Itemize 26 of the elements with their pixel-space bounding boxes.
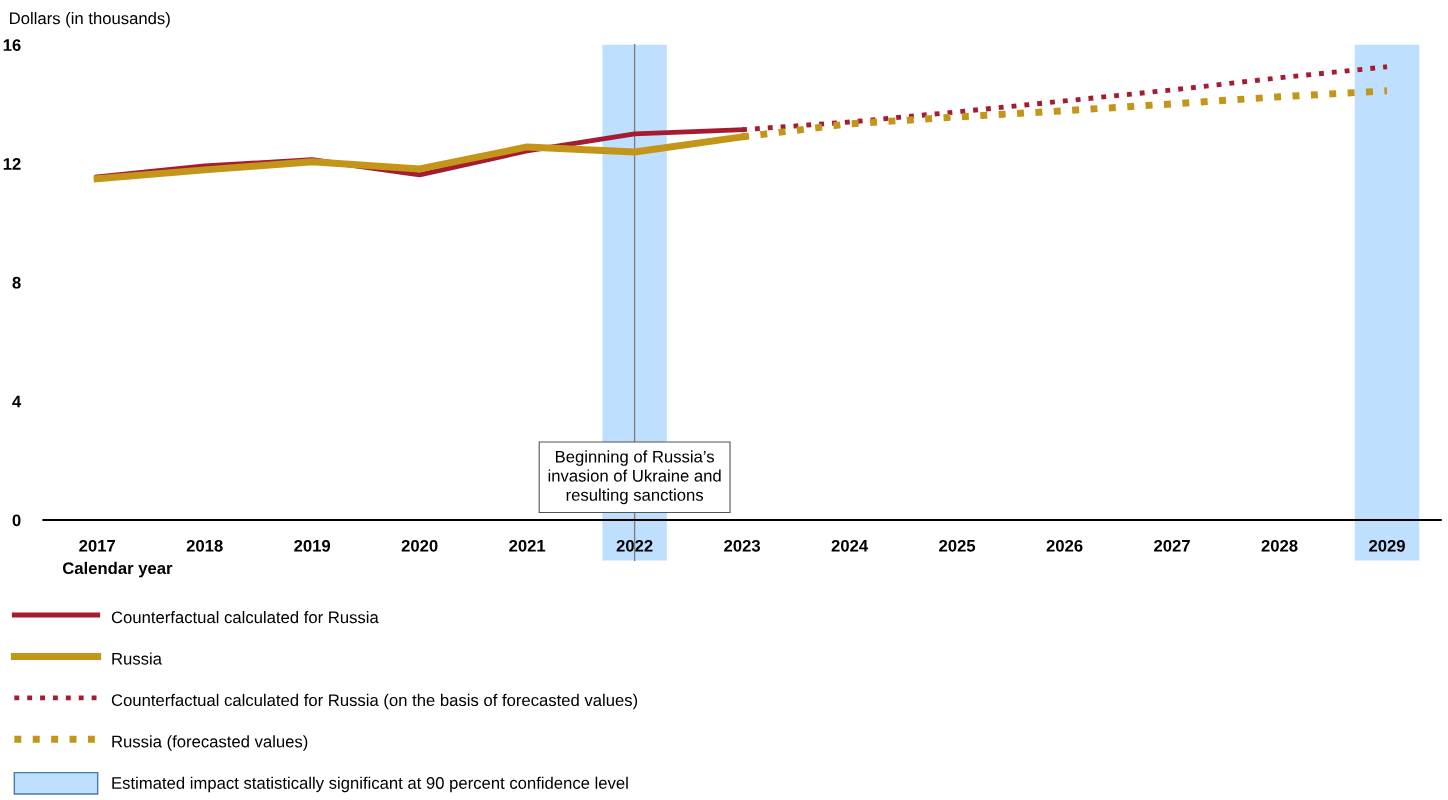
x-tick-label: 2017: [79, 539, 115, 552]
legend-label: Counterfactual calculated for Russia: [111, 611, 379, 624]
x-tick-label: 2019: [294, 539, 331, 552]
x-tick-label: 2022: [616, 539, 653, 552]
legend-label: Russia (forecasted values): [112, 735, 308, 751]
x-tick-label: 2021: [509, 539, 546, 552]
x-tick-label: 2024: [831, 539, 869, 552]
x-tick-label: 2027: [1154, 539, 1190, 552]
y-tick-label: 8: [12, 276, 21, 289]
x-tick-label: 2025: [939, 539, 976, 552]
y-tick-label: 12: [3, 158, 21, 170]
x-tick-label: 2018: [186, 539, 223, 552]
y-axis-title: Dollars (in thousands): [10, 12, 170, 28]
y-tick-label: 4: [12, 395, 22, 408]
x-axis-title: Calendar year: [62, 561, 173, 578]
x-tick-label: 2023: [724, 539, 761, 552]
y-tick-label: 16: [3, 39, 21, 51]
x-tick-label: 2020: [401, 539, 438, 552]
legend-label: Russia: [112, 652, 162, 665]
x-tick-label: 2026: [1046, 539, 1083, 552]
legend-label: Counterfactual calculated for Russia (on the basis of forecasted values): [111, 693, 638, 710]
x-tick-label: 2028: [1261, 539, 1298, 552]
legend-label: Estimated impact statistically significant at 90 percent confidence level: [112, 776, 628, 793]
x-tick-label: 2029: [1369, 539, 1405, 552]
y-tick-label: 0: [12, 514, 21, 527]
ref-line-label: Beginning of Russia’s invasion of Ukraine and resulting sanctions: [548, 450, 721, 505]
